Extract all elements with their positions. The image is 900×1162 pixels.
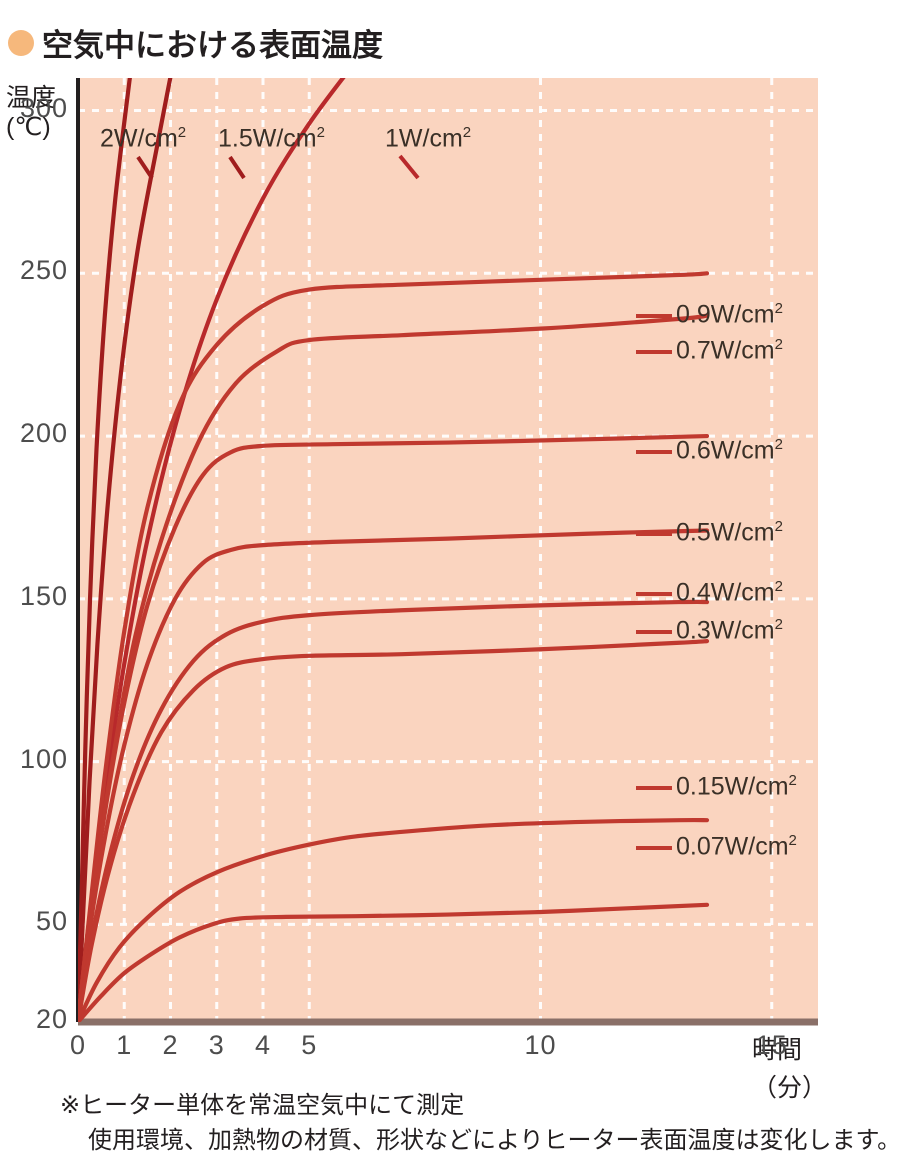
series-label: 0.7W/cm2 [676, 336, 783, 365]
y-tick-label: 100 [19, 743, 68, 774]
series-label: 0.07W/cm2 [676, 832, 797, 861]
footnote-line2: 使用環境、加熱物の材質、形状などによりヒーター表面温度は変化します。 [88, 1127, 900, 1154]
page-title: 空気中における表面温度 [8, 20, 383, 65]
y-tick-label: 150 [19, 580, 68, 611]
x-tick-label: 4 [254, 1030, 272, 1060]
series-label: 0.4W/cm2 [676, 578, 783, 607]
series-line [78, 271, 710, 1022]
series-line [78, 599, 710, 1022]
y-tick-label: 300 [19, 92, 68, 123]
series-line [78, 902, 710, 1022]
series-label: 0.15W/cm2 [676, 772, 797, 801]
x-tick-label: 3 [208, 1030, 225, 1060]
x-tick-label: 2 [162, 1030, 179, 1060]
series-line [78, 78, 132, 1022]
page-title-text: 空気中における表面温度 [42, 28, 383, 63]
series-leader-line [228, 155, 246, 180]
x-axis-title-line1: 時間 [752, 1036, 803, 1064]
series-line [78, 817, 710, 1022]
series-label: 0.5W/cm2 [676, 518, 783, 547]
series-label: 2W/cm2 [100, 124, 187, 153]
x-tick-label: 5 [301, 1030, 318, 1060]
x-tick-label: 10 [524, 1030, 557, 1060]
series-label: 0.6W/cm2 [676, 436, 783, 465]
y-axis-title-line1: 温度 [6, 84, 57, 112]
x-tick-label: 1 [116, 1030, 133, 1060]
footnote-line1: ※ヒーター単体を常温空気中にて測定 [60, 1092, 465, 1119]
y-tick-label: 50 [35, 906, 68, 937]
y-tick-label: 250 [19, 255, 68, 286]
series-label: 1.5W/cm2 [218, 124, 325, 153]
series-label: 1W/cm2 [385, 124, 472, 153]
y-tick-label: 20 [35, 1004, 68, 1034]
series-label: 0.3W/cm2 [676, 616, 783, 645]
series-leader-line [136, 155, 154, 180]
series-line [78, 528, 710, 1022]
x-tick-label: 15 [755, 1030, 788, 1060]
y-axis-title-line2: (℃) [6, 113, 51, 141]
series-label: 0.9W/cm2 [676, 300, 783, 329]
series-line [78, 433, 710, 1022]
y-tick-label: 200 [19, 418, 68, 449]
series-leader-line [398, 154, 420, 180]
x-tick-label: 0 [69, 1030, 87, 1060]
series-line [78, 639, 710, 1022]
x-axis-title-line2: （分） [752, 1074, 828, 1102]
bullet-icon [8, 29, 34, 56]
